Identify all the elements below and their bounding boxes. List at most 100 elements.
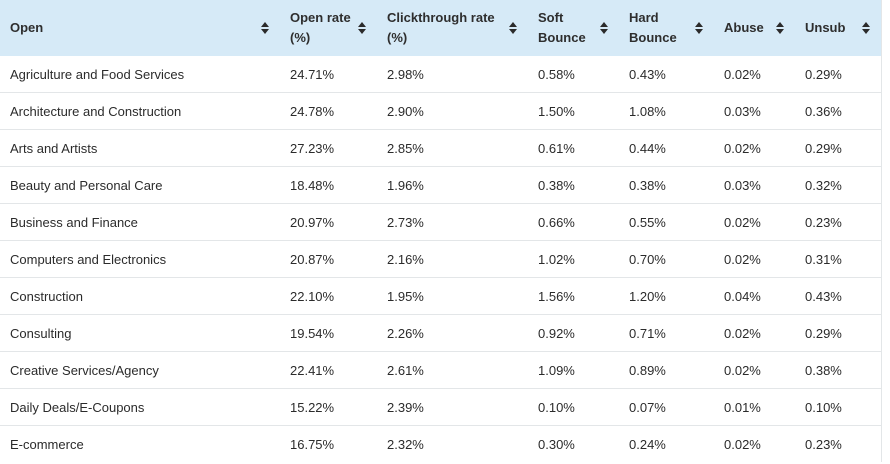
metric-cell-open-rate: 20.87% (280, 240, 377, 278)
column-header-label-line2: Bounce (629, 30, 677, 45)
metric-cell-soft-bounce: 1.02% (528, 240, 619, 278)
industry-name-cell: Computers and Electronics (0, 240, 280, 278)
column-header-label-line1: Open (10, 20, 44, 35)
metric-cell-clickthrough-rate: 1.96% (377, 166, 528, 204)
metric-cell-open-rate: 19.54% (280, 314, 377, 352)
industry-name-cell: Business and Finance (0, 203, 280, 241)
sort-updown-icon[interactable] (357, 21, 367, 35)
metric-cell-abuse: 0.02% (714, 129, 795, 167)
sort-updown-icon[interactable] (775, 21, 785, 35)
metric-cell-unsub: 0.10% (795, 388, 881, 426)
industry-name-cell: Beauty and Personal Care (0, 166, 280, 204)
metric-cell-abuse: 0.02% (714, 351, 795, 389)
column-header-label-line1: Clickthrough rate (387, 10, 495, 25)
metric-cell-abuse: 0.02% (714, 203, 795, 241)
industry-name-cell: Construction (0, 277, 280, 315)
column-header-label-line1: Soft (538, 10, 564, 25)
metric-cell-hard-bounce: 0.44% (619, 129, 714, 167)
metric-cell-clickthrough-rate: 2.26% (377, 314, 528, 352)
column-header-col-abuse[interactable]: Abuse (714, 0, 795, 56)
table-header: Open Open rate (%) Clickthrough rate (%) Soft… (0, 0, 881, 56)
industry-name-cell: Creative Services/Agency (0, 351, 280, 389)
table-row: Arts and Artists 27.23% 2.85% 0.61% 0.44% 0.0… (0, 129, 881, 167)
metric-cell-hard-bounce: 0.71% (619, 314, 714, 352)
column-header-col-unsub[interactable]: Unsub (795, 0, 881, 56)
column-header-label: Clickthrough rate (%) (387, 8, 495, 48)
sort-updown-icon[interactable] (861, 21, 871, 35)
metric-cell-soft-bounce: 0.10% (528, 388, 619, 426)
metric-cell-clickthrough-rate: 2.16% (377, 240, 528, 278)
table-row: Creative Services/Agency 22.41% 2.61% 1.09%… (0, 351, 881, 389)
metric-cell-open-rate: 15.22% (280, 388, 377, 426)
metric-cell-abuse: 0.02% (724, 66, 761, 82)
metric-cell-abuse: 0.01% (714, 388, 795, 426)
column-header-label-line2: (%) (290, 30, 311, 45)
sort-updown-icon[interactable] (508, 21, 518, 35)
column-header-col-clickthrough-rate[interactable]: Clickthrough rate (%) (377, 0, 528, 56)
metric-cell-unsub: 0.23% (795, 203, 881, 241)
table-body: Agriculture and Food Services 24.71% 2.98%… (0, 56, 881, 462)
metric-cell-unsub: 0.29% (805, 66, 842, 82)
metric-cell-hard-bounce: 0.55% (619, 203, 714, 241)
table-row: Agriculture and Food Services 24.71% 2.98%… (0, 56, 881, 93)
metric-cell-unsub: 0.31% (795, 240, 881, 278)
column-header-label: Unsub (805, 18, 845, 38)
metric-cell-clickthrough-rate: 2.73% (377, 203, 528, 241)
metric-cell-open-rate: 18.48% (280, 166, 377, 204)
metric-cell-unsub: 0.36% (795, 92, 881, 130)
column-header-label: Open (10, 18, 43, 38)
column-header-label-line2: Bounce (538, 30, 586, 45)
metric-cell-unsub: 0.32% (795, 166, 881, 204)
column-header-col-hard-bounce[interactable]: Hard Bounce (619, 0, 714, 56)
column-header-label-line1: Abuse (724, 20, 764, 35)
metric-cell-unsub: 0.29% (795, 314, 881, 352)
column-header-content: Clickthrough rate (%) (377, 0, 528, 56)
industry-name-cell: Agriculture and Food Services (10, 66, 185, 82)
column-header-label: Soft Bounce (538, 8, 586, 48)
metric-cell-soft-bounce: 0.92% (528, 314, 619, 352)
column-header-content: Abuse (714, 0, 795, 56)
metric-cell-hard-bounce: 0.07% (619, 388, 714, 426)
industry-name-cell: Architecture and Construction (0, 92, 280, 130)
table-row: Consulting 19.54% 2.26% 0.92% 0.71% 0.02% 0.29… (0, 314, 881, 352)
column-header-label-line2: (%) (387, 30, 408, 45)
metric-cell-unsub: 0.23% (795, 425, 881, 462)
industry-name-cell: Consulting (0, 314, 280, 352)
metric-cell-hard-bounce: 0.38% (619, 166, 714, 204)
metric-cell-clickthrough-rate: 2.85% (377, 129, 528, 167)
sort-updown-icon[interactable] (260, 21, 270, 35)
metric-cell-clickthrough-rate: 2.32% (377, 425, 528, 462)
metric-cell-abuse: 0.03% (714, 166, 795, 204)
column-header-col-open[interactable]: Open (0, 0, 280, 56)
table-row: Architecture and Construction 24.78% 2.90%… (0, 92, 881, 130)
metric-cell-open-rate: 24.71% (290, 66, 335, 82)
header-row: Open Open rate (%) Clickthrough rate (%) Soft… (0, 0, 881, 56)
metric-cell-abuse: 0.02% (714, 314, 795, 352)
metric-cell-clickthrough-rate: 1.95% (377, 277, 528, 315)
metric-cell-open-rate: 24.78% (280, 92, 377, 130)
metric-cell-open-rate: 27.23% (280, 129, 377, 167)
metric-cell-soft-bounce: 0.58% (538, 66, 575, 82)
column-header-label: Open rate (%) (290, 8, 351, 48)
sort-updown-icon[interactable] (599, 21, 609, 35)
column-header-content: Unsub (795, 0, 881, 56)
column-header-col-open-rate[interactable]: Open rate (%) (280, 0, 377, 56)
column-header-col-soft-bounce[interactable]: Soft Bounce (528, 0, 619, 56)
metric-cell-hard-bounce: 0.43% (629, 66, 666, 82)
industry-name-cell: E-commerce (0, 425, 280, 462)
metric-cell-open-rate: 20.97% (280, 203, 377, 241)
column-header-label-line1: Hard (629, 10, 659, 25)
metric-cell-abuse: 0.02% (714, 240, 795, 278)
column-header-label: Abuse (724, 18, 764, 38)
metric-cell-open-rate: 16.75% (280, 425, 377, 462)
industry-name-cell: Arts and Artists (0, 129, 280, 167)
metric-cell-soft-bounce: 0.61% (528, 129, 619, 167)
metric-cell-clickthrough-rate: 2.90% (377, 92, 528, 130)
column-header-content: Hard Bounce (619, 0, 714, 56)
column-header-content: Open rate (%) (280, 0, 377, 56)
metric-cell-abuse: 0.02% (714, 425, 795, 462)
table-row: Daily Deals/E-Coupons 15.22% 2.39% 0.10% 0.0… (0, 388, 881, 426)
sort-updown-icon[interactable] (694, 21, 704, 35)
metric-cell-abuse: 0.04% (714, 277, 795, 315)
